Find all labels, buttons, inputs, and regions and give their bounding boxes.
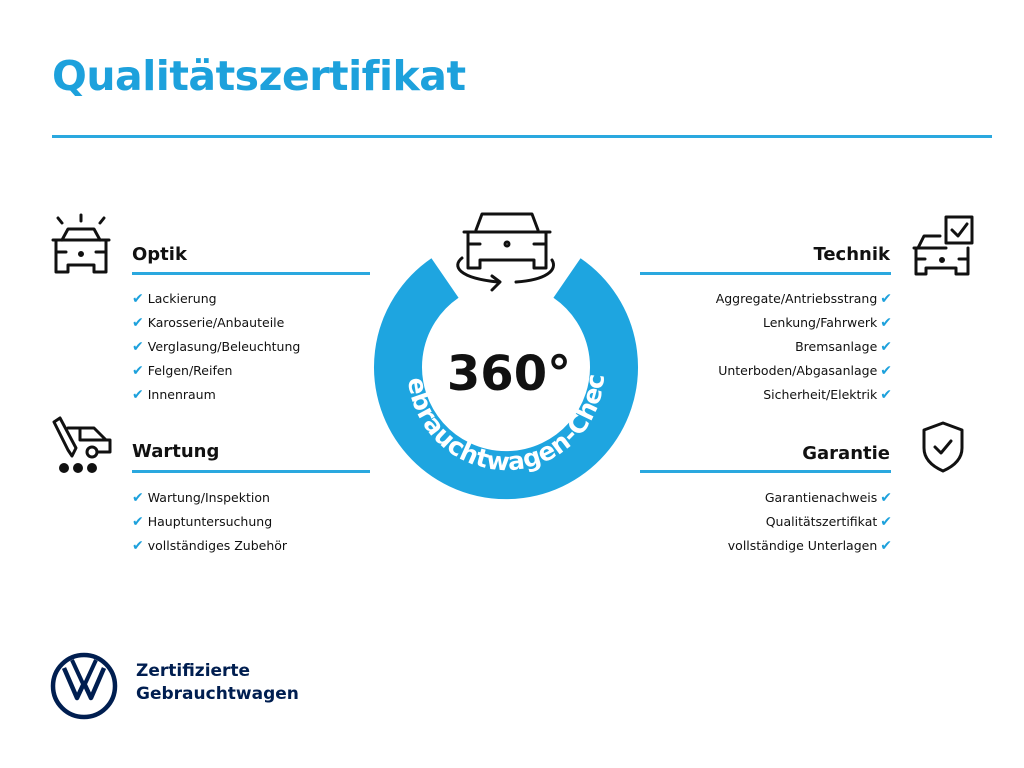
- car-lights-icon: [51, 213, 111, 274]
- check-icon: ✔: [880, 339, 892, 355]
- wartung-list: ✔ Wartung/Inspektion ✔ Hauptuntersuchung ✔…: [132, 486, 287, 558]
- list-item: ✔ Felgen/Reifen: [132, 363, 233, 379]
- brand-tagline: Zertifizierte Gebrauchtwagen: [136, 661, 299, 704]
- list-item: Sicherheit/Elektrik ✔: [763, 387, 892, 403]
- garantie-divider: [640, 470, 891, 473]
- garantie-list: Garantienachweis ✔ Qualitätszertifikat ✔ v…: [728, 486, 892, 558]
- check-icon: ✔: [880, 387, 892, 403]
- section-title-optik: Optik: [132, 244, 187, 265]
- section-title-technik: Technik: [813, 244, 890, 265]
- list-item: ✔ Innenraum: [132, 387, 216, 403]
- page-title: Qualitätszertifikat: [52, 52, 466, 100]
- technik-list: Aggregate/Antriebsstrang ✔ Lenkung/Fahrwe…: [716, 287, 892, 407]
- list-item: ✔ Verglasung/Beleuchtung: [132, 339, 301, 355]
- check-icon: ✔: [132, 363, 144, 379]
- service-truck-icon: [52, 416, 112, 473]
- check-icon: ✔: [880, 538, 892, 554]
- technik-divider: [640, 272, 891, 275]
- list-item: vollständige Unterlagen ✔: [727, 538, 892, 554]
- check-icon: ✔: [132, 315, 144, 331]
- 360-label: 360°: [447, 346, 571, 402]
- check-icon: ✔: [880, 363, 892, 379]
- list-item: Qualitätszertifikat ✔: [765, 514, 892, 530]
- title-divider: [52, 135, 992, 138]
- vw-logo: [50, 652, 118, 720]
- check-icon: ✔: [880, 315, 892, 331]
- list-item: ✔ Karosserie/Anbauteile: [132, 315, 285, 331]
- check-icon: ✔: [132, 291, 144, 307]
- car-rotate-icon: [456, 212, 555, 292]
- list-item: Unterboden/Abgasanlage ✔: [718, 363, 892, 379]
- check-icon: ✔: [880, 291, 892, 307]
- check-icon: ✔: [132, 339, 144, 355]
- check-icon: ✔: [880, 490, 892, 506]
- shield-check-icon: [922, 421, 964, 473]
- check-icon: ✔: [880, 514, 892, 530]
- list-item: ✔ Hauptuntersuchung: [132, 514, 273, 530]
- list-item: ✔ Wartung/Inspektion: [132, 490, 270, 506]
- wartung-divider: [132, 470, 370, 473]
- list-item: ✔ Lackierung: [132, 291, 217, 307]
- section-title-garantie: Garantie: [802, 443, 890, 464]
- check-icon: ✔: [132, 538, 144, 554]
- check-icon: ✔: [132, 514, 144, 530]
- list-item: Bremsanlage ✔: [795, 339, 892, 355]
- optik-divider: [132, 272, 370, 275]
- list-item: Garantienachweis ✔: [764, 490, 892, 506]
- car-checklist-icon: [912, 215, 974, 276]
- check-icon: ✔: [132, 490, 144, 506]
- optik-list: ✔ Lackierung ✔ Karosserie/Anbauteile ✔ Verg…: [132, 287, 300, 407]
- list-item: Aggregate/Antriebsstrang ✔: [715, 291, 892, 307]
- check-icon: ✔: [132, 387, 144, 403]
- list-item: Lenkung/Fahrwerk ✔: [763, 315, 892, 331]
- section-title-wartung: Wartung: [132, 441, 220, 462]
- ring-text: Gebrauchtwagen-Check: [0, 0, 610, 477]
- list-item: ✔ vollständiges Zubehör: [132, 538, 288, 554]
- ring: [374, 258, 638, 500]
